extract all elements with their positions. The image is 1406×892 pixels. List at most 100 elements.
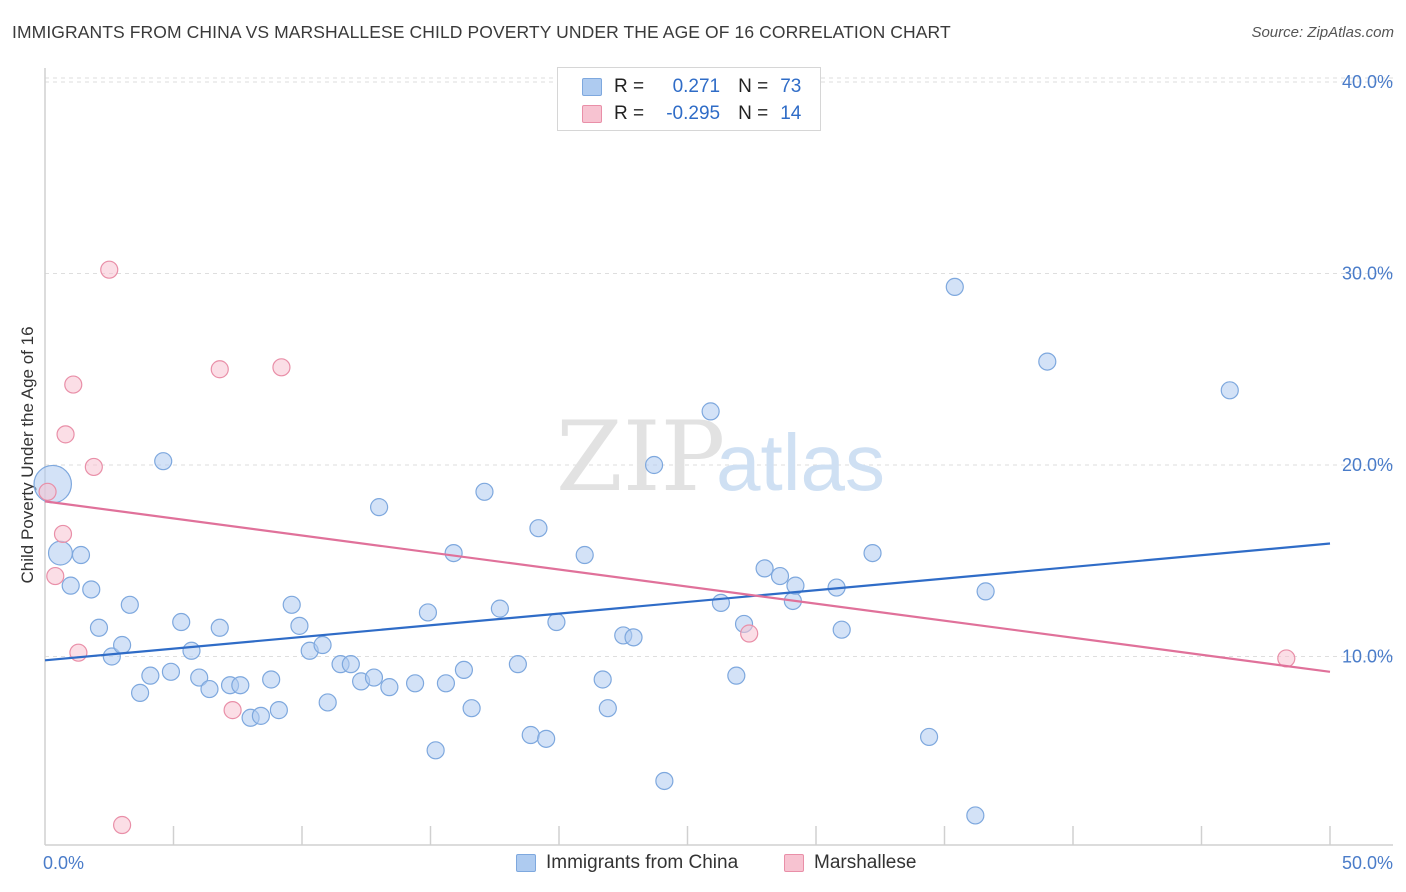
watermark: ZIP atlas: [556, 401, 885, 513]
trendlines: [44, 500, 1331, 673]
china-point: [1038, 352, 1057, 371]
marshallese-point: [100, 260, 119, 279]
china-point: [282, 595, 301, 614]
y-tick-label: 30.0%: [1342, 264, 1393, 284]
series-legend: Immigrants from China Marshallese: [0, 852, 1406, 876]
y-tick-label: 20.0%: [1342, 455, 1393, 475]
china-point: [490, 599, 509, 618]
china-point: [251, 706, 270, 725]
china-point: [190, 668, 209, 687]
china-point: [711, 593, 731, 612]
china-point: [364, 668, 384, 687]
china-point: [475, 482, 494, 501]
china-point: [89, 618, 109, 637]
china-point: [262, 670, 281, 689]
china-point: [380, 678, 399, 697]
china-point: [172, 612, 191, 632]
china-point: [462, 699, 481, 718]
china-point: [624, 628, 643, 647]
china-point: [786, 576, 805, 595]
china-point: [919, 727, 939, 747]
x-tick-label-max: 50.0%: [1342, 853, 1393, 873]
china-point: [102, 647, 121, 666]
y-tick-label: 10.0%: [1342, 647, 1393, 667]
legend-n-label: N =: [738, 103, 769, 124]
china-point: [863, 543, 882, 563]
china-point: [529, 519, 548, 538]
axes: [44, 68, 1393, 846]
legend-n-value: 73: [780, 76, 802, 97]
china-point: [945, 277, 964, 297]
watermark-atlas: atlas: [716, 418, 885, 507]
china-point: [454, 660, 474, 680]
watermark-zip: ZIP: [556, 401, 725, 513]
china-point: [154, 452, 173, 471]
china-point: [832, 620, 851, 639]
china-point: [755, 559, 774, 578]
china-point: [508, 655, 527, 674]
marshallese-point: [112, 815, 132, 835]
china-point: [182, 641, 201, 660]
china-point: [318, 693, 337, 712]
china-point: [644, 455, 664, 475]
china-point: [1220, 381, 1239, 400]
series-immigrants-from-china-points: [33, 277, 1239, 825]
marshallese-point: [210, 360, 229, 379]
legend-n-value: 14: [780, 103, 802, 124]
marshallese-point: [223, 701, 242, 720]
china-point: [161, 662, 181, 681]
china-point: [436, 674, 456, 693]
legend-item-china: Immigrants from China: [516, 852, 738, 874]
china-point: [444, 543, 463, 563]
china-point: [727, 666, 746, 685]
china-point: [200, 679, 219, 699]
marshallese-point: [46, 566, 65, 586]
china-point: [269, 701, 288, 720]
marshallese-point: [740, 624, 759, 643]
x-tick-label-min: 0.0%: [43, 853, 84, 873]
china-point: [130, 683, 150, 702]
china-point: [47, 540, 73, 566]
china-point: [547, 612, 566, 632]
china-point: [405, 674, 425, 693]
chart-source: Source: ZipAtlas.com: [1251, 24, 1394, 41]
marshallese-point: [53, 524, 73, 544]
legend-n-label: N =: [738, 76, 769, 97]
china-point: [341, 655, 360, 674]
china-point: [418, 603, 438, 622]
legend-swatch-marshallese: [784, 854, 804, 872]
series-marshallese-points: [38, 260, 1296, 835]
china-point: [521, 725, 540, 745]
legend-row-china: R = 0.271 N = 73: [582, 75, 801, 99]
legend-swatch-marshallese: [582, 105, 602, 123]
x-ticks: [172, 826, 1331, 845]
china-point: [290, 616, 309, 635]
legend-r-label: R =: [614, 103, 645, 124]
marshallese-point: [64, 375, 83, 394]
china-point: [61, 576, 80, 595]
china-point: [598, 699, 617, 718]
marshallese-point: [38, 482, 57, 501]
china-point: [210, 618, 229, 637]
y-tick-label: 40.0%: [1342, 72, 1393, 92]
legend-swatch-china: [516, 854, 536, 872]
marshallese-trend-line: [44, 500, 1331, 673]
legend-row-marshallese: R = -0.295 N = 14: [582, 102, 801, 126]
china-point: [313, 635, 332, 655]
y-axis-label: Child Poverty Under the Age of 16: [18, 326, 37, 583]
marshallese-point: [272, 358, 291, 377]
legend-r-label: R =: [614, 76, 645, 97]
china-point: [593, 670, 612, 689]
china-point: [112, 635, 132, 655]
legend-item-marshallese: Marshallese: [784, 852, 916, 874]
china-point: [770, 566, 790, 586]
china-point: [120, 595, 139, 614]
legend-r-value: 0.271: [672, 76, 721, 97]
china-point: [655, 771, 674, 791]
gridlines: [45, 77, 1393, 657]
china-point: [537, 729, 556, 748]
china-point: [426, 741, 445, 760]
china-point: [82, 580, 101, 599]
stats-legend: R = 0.271 N = 73 R = -0.295 N = 14: [557, 67, 821, 131]
